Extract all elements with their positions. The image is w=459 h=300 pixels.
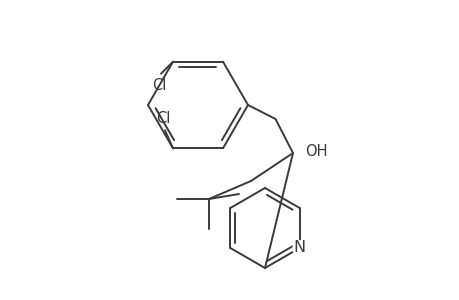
- Text: Cl: Cl: [156, 111, 170, 126]
- Text: Cl: Cl: [151, 78, 166, 93]
- Text: N: N: [293, 241, 305, 256]
- Text: OH: OH: [304, 143, 327, 158]
